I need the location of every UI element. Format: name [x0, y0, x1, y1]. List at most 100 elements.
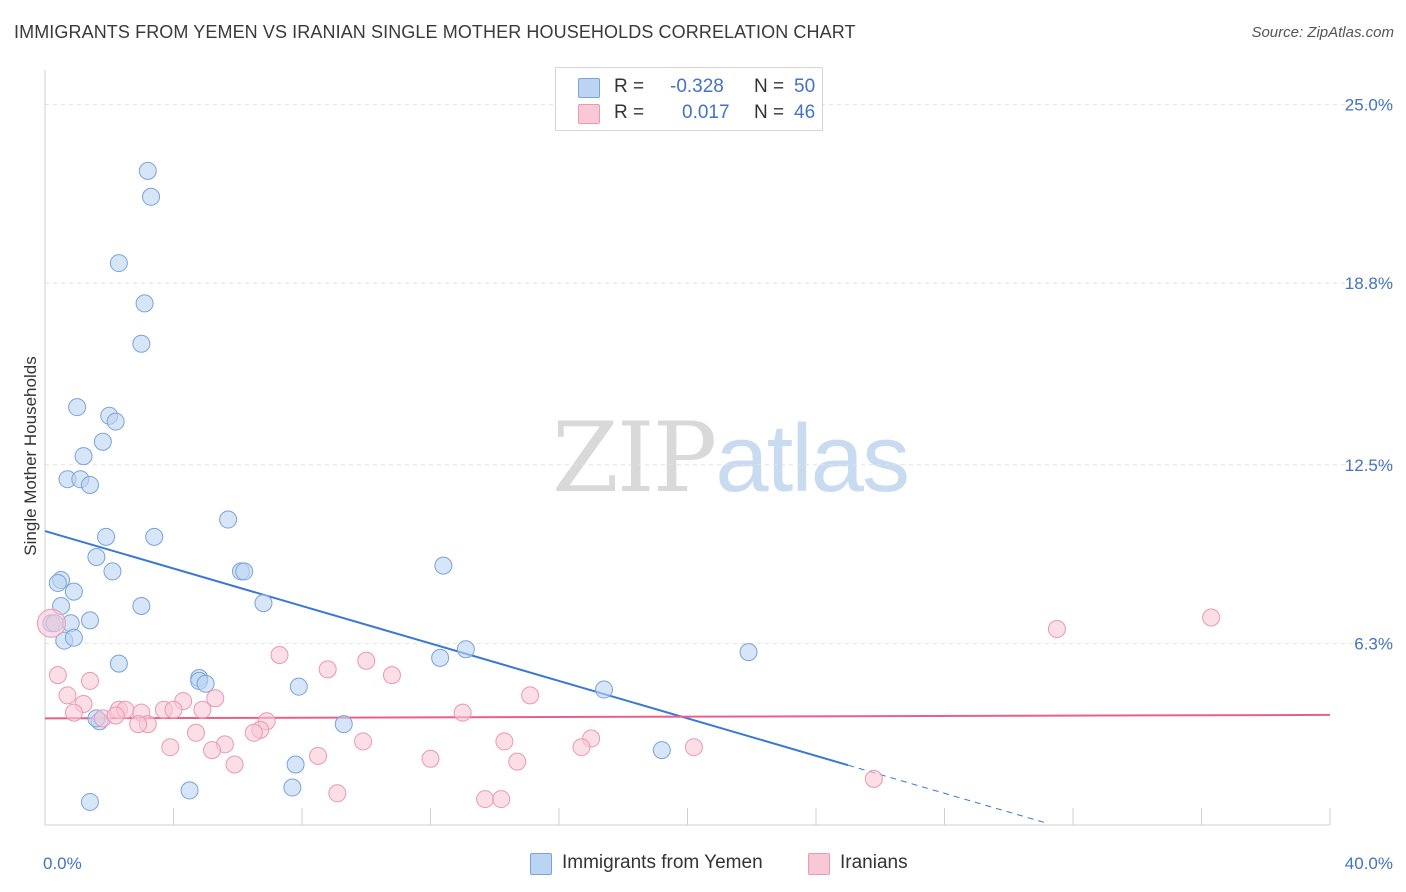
yemen-point [74, 447, 93, 466]
yemen-point [286, 755, 305, 774]
yemen-point [142, 187, 161, 206]
bottom-legend-swatch-iranians [808, 853, 830, 875]
yemen-point [135, 294, 154, 313]
trendline-yemen [44, 530, 849, 767]
iranian-point [495, 732, 514, 751]
iranian-point [328, 784, 347, 803]
y-tick-label: 25.0% [1345, 96, 1393, 115]
iranian-point [354, 732, 373, 751]
yemen-point [235, 562, 254, 581]
data-points [36, 161, 1221, 811]
y-tick-label: 12.5% [1345, 456, 1393, 475]
x-tick-label: 40.0% [1345, 854, 1393, 873]
iranian-point [36, 608, 66, 638]
iranian-point [80, 671, 99, 690]
yemen-point [145, 527, 164, 546]
yemen-point [80, 611, 99, 630]
yemen-point [132, 334, 151, 353]
iranian-point [203, 741, 222, 760]
yemen-point [106, 412, 125, 431]
yemen-point [93, 432, 112, 451]
iranian-point [508, 752, 527, 771]
yemen-point [431, 648, 450, 667]
iranian-point [572, 738, 591, 757]
x-tick-label: 0.0% [43, 854, 82, 873]
watermark-atlas: atlas [715, 405, 910, 512]
source-note: Source: ZipAtlas.com [1251, 24, 1394, 41]
yemen-point [254, 594, 273, 613]
yemen-point [289, 677, 308, 696]
gridlines [45, 104, 1395, 644]
iranian-point [684, 738, 703, 757]
yemen-point [87, 548, 106, 567]
iranian-point [521, 686, 540, 705]
iranian-point [193, 700, 212, 719]
yemen-point [80, 792, 99, 811]
yemen-point [456, 640, 475, 659]
iranian-point [453, 703, 472, 722]
bottom-legend-label-iranians: Iranians [840, 852, 908, 873]
yemen-point [219, 510, 238, 529]
yemen-point [64, 582, 83, 601]
iranian-point [318, 660, 337, 679]
yemen-point [652, 741, 671, 760]
yemen-point [739, 643, 758, 662]
legend-r-value: -0.328 [670, 76, 724, 97]
iranian-point [492, 790, 511, 809]
iranian-point [864, 769, 883, 788]
y-axis-label: Single Mother Households [21, 356, 40, 555]
yemen-point [138, 161, 157, 180]
yemen-point [64, 628, 83, 647]
iranian-point [106, 706, 125, 725]
yemen-point [109, 254, 128, 273]
legend-n-value: 50 [794, 76, 816, 97]
yemen-point [180, 781, 199, 800]
iranian-point [476, 790, 495, 809]
yemen-point [103, 562, 122, 581]
legend-r-label: R = [614, 76, 645, 97]
yemen-point [283, 778, 302, 797]
legend-r-value: 0.017 [682, 102, 730, 123]
yemen-point [109, 654, 128, 673]
iranian-point [357, 651, 376, 670]
iranian-point [382, 666, 401, 685]
iranian-point [244, 723, 263, 742]
y-tick-label: 6.3% [1354, 634, 1393, 653]
iranian-point [270, 645, 289, 664]
iranian-point [48, 666, 67, 685]
yemen-point [594, 680, 613, 699]
iranian-point [1047, 620, 1066, 639]
yemen-point [68, 398, 87, 417]
yemen-point [97, 527, 116, 546]
chart-title: IMMIGRANTS FROM YEMEN VS IRANIAN SINGLE … [14, 22, 856, 42]
iranian-point [421, 749, 440, 768]
y-tick-label: 18.8% [1345, 274, 1393, 293]
watermark-zip: ZIP [552, 402, 717, 514]
bottom-legend-label-yemen: Immigrants from Yemen [562, 852, 763, 873]
tick-labels: 6.3% 12.5% 18.8% 25.0% 0.0% 40.0% [43, 96, 1393, 873]
yemen-point [48, 573, 67, 592]
yemen-point [132, 596, 151, 615]
iranian-point [309, 746, 328, 765]
iranian-point [1202, 608, 1221, 627]
legend-n-label: N = [754, 102, 785, 123]
legend-n-label: N = [754, 76, 785, 97]
iranian-point [164, 700, 183, 719]
iranian-point [225, 755, 244, 774]
legend-swatch-iranians [578, 104, 600, 124]
iranian-point [129, 715, 148, 734]
bottom-legend-swatch-yemen [530, 853, 552, 875]
iranian-point [206, 689, 225, 708]
correlation-legend: R = -0.328 N = 50 R = 0.017 N = 46 [555, 67, 823, 131]
yemen-point [80, 475, 99, 494]
legend-swatch-yemen [578, 78, 600, 98]
axes [44, 70, 1331, 826]
yemen-point [334, 715, 353, 734]
iranian-point [186, 723, 205, 742]
legend-n-value: 46 [794, 102, 816, 123]
iranian-point [64, 703, 83, 722]
yemen-point [434, 556, 453, 575]
legend-r-label: R = [614, 102, 645, 123]
iranian-point [161, 738, 180, 757]
